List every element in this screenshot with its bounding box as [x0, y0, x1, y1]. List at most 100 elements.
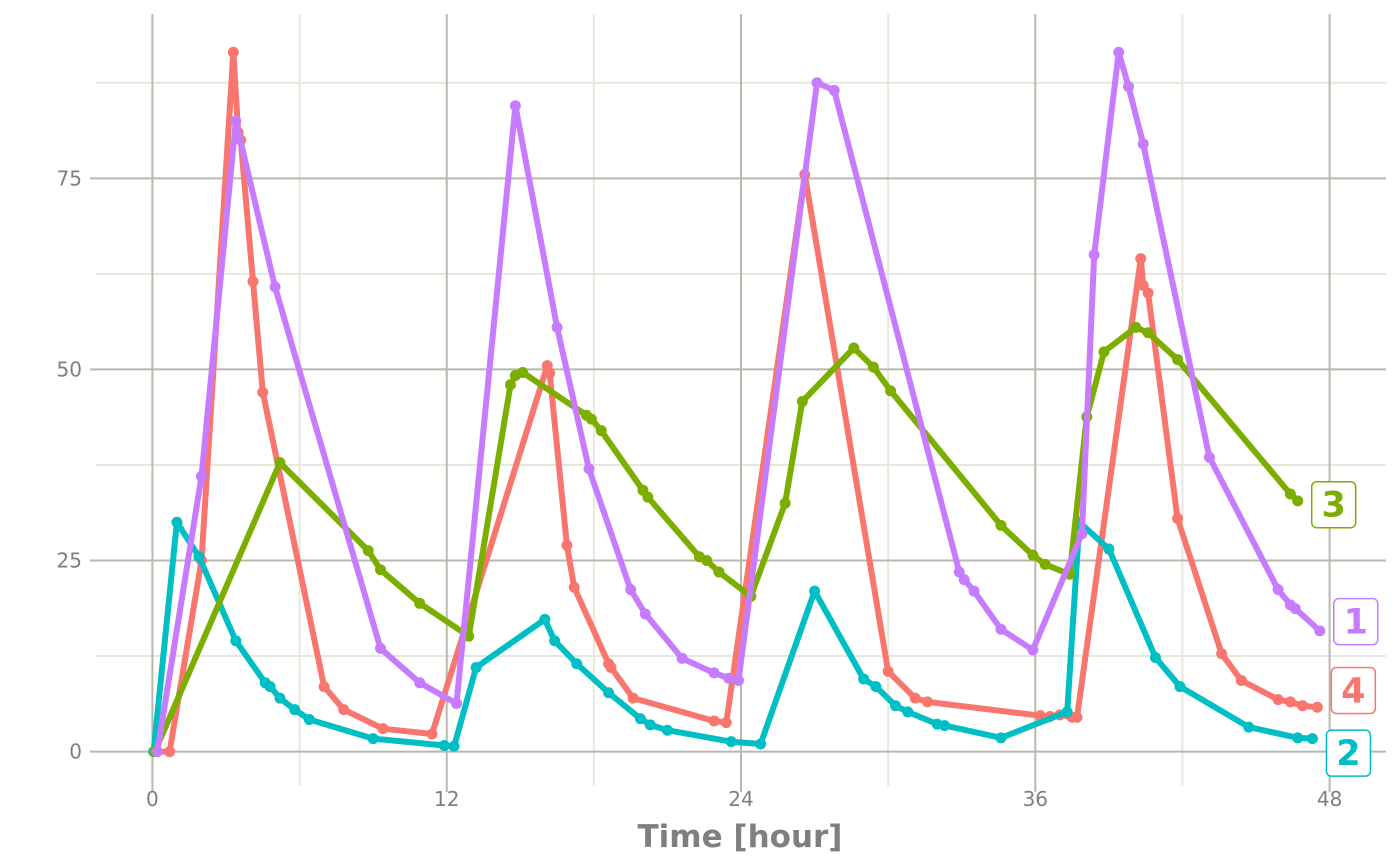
data-point	[1272, 694, 1284, 706]
end-label-3: 3	[1310, 480, 1357, 529]
data-point	[708, 715, 720, 727]
data-point	[625, 584, 637, 596]
data-point	[1137, 138, 1149, 150]
data-point	[1149, 652, 1161, 664]
data-point	[867, 361, 879, 373]
data-point	[1284, 488, 1296, 500]
data-point	[1071, 711, 1083, 723]
data-point	[639, 608, 651, 620]
data-point	[995, 732, 1007, 744]
series-4	[149, 46, 1323, 758]
data-point	[995, 623, 1007, 635]
data-point	[451, 697, 463, 709]
data-point	[230, 115, 242, 127]
data-point	[377, 723, 389, 735]
data-point	[779, 497, 791, 509]
data-point	[676, 652, 688, 664]
y-tick-label: 75	[57, 166, 82, 190]
series-line	[151, 49, 1321, 755]
data-point	[338, 704, 350, 716]
end-label-text: 1	[1344, 603, 1368, 643]
data-point	[1027, 549, 1039, 561]
data-point	[661, 724, 673, 736]
data-point	[583, 463, 595, 475]
data-point	[603, 687, 615, 699]
data-point	[1098, 346, 1110, 358]
data-point	[809, 585, 821, 597]
data-point	[1235, 675, 1247, 687]
data-point	[1272, 584, 1284, 596]
data-point	[171, 516, 183, 528]
data-point	[517, 366, 529, 378]
data-point	[1172, 353, 1184, 365]
end-label-box	[1333, 597, 1379, 646]
tick-labels: 0 12 24 36 48 0 25 50 75	[57, 166, 1343, 811]
data-point	[909, 692, 921, 704]
data-point	[958, 574, 970, 586]
data-point	[939, 720, 951, 732]
data-point	[890, 700, 902, 712]
data-point	[264, 681, 276, 693]
data-point	[870, 681, 882, 693]
end-label-box	[1330, 666, 1377, 715]
data-point	[811, 77, 823, 89]
data-point	[1306, 733, 1318, 745]
data-point	[921, 696, 933, 708]
data-point	[230, 635, 242, 647]
data-point	[902, 706, 914, 718]
data-point	[1292, 732, 1304, 744]
end-label-text: 2	[1336, 734, 1360, 774]
y-tick-label: 25	[57, 549, 82, 573]
data-point	[708, 667, 720, 679]
data-point	[1061, 706, 1073, 718]
data-point	[303, 714, 315, 726]
y-tick-label: 0	[69, 740, 82, 764]
data-point	[1142, 287, 1154, 299]
data-point	[551, 321, 563, 333]
data-point	[549, 635, 561, 647]
data-point	[720, 717, 732, 729]
data-point	[414, 677, 426, 689]
x-tick-label: 0	[146, 787, 159, 811]
series-1	[151, 46, 1326, 758]
data-point	[882, 665, 894, 677]
data-point	[1142, 327, 1154, 339]
data-point	[274, 692, 286, 704]
data-point	[374, 642, 386, 654]
data-point	[1203, 451, 1215, 463]
data-point	[627, 692, 639, 704]
data-point	[1039, 558, 1051, 570]
series-3	[149, 321, 1304, 758]
x-tick-label: 12	[434, 787, 459, 811]
data-point	[1216, 648, 1228, 660]
data-point	[247, 276, 259, 288]
data-point	[438, 739, 450, 751]
data-point	[1076, 528, 1088, 540]
data-point	[374, 564, 386, 576]
end-label-2: 2	[1325, 729, 1372, 777]
data-point	[1314, 625, 1326, 637]
data-point	[733, 675, 745, 687]
data-point	[1284, 696, 1296, 708]
x-tick-label: 48	[1317, 787, 1342, 811]
end-label-box	[1325, 729, 1372, 777]
data-point	[151, 746, 163, 758]
data-point	[227, 46, 239, 58]
data-point	[634, 713, 646, 725]
y-tick-label: 50	[57, 357, 82, 381]
data-point	[968, 585, 980, 597]
data-point	[723, 672, 735, 684]
data-point	[544, 367, 556, 379]
end-label-text: 3	[1322, 486, 1346, 526]
data-point	[796, 396, 808, 408]
data-point	[571, 658, 583, 670]
data-point	[1122, 81, 1134, 93]
data-point	[195, 470, 207, 482]
data-point	[414, 597, 426, 609]
end-label-4: 4	[1330, 666, 1377, 715]
data-point	[1130, 321, 1142, 333]
data-point	[362, 545, 374, 557]
data-point	[289, 704, 301, 716]
series-line	[151, 324, 1301, 755]
